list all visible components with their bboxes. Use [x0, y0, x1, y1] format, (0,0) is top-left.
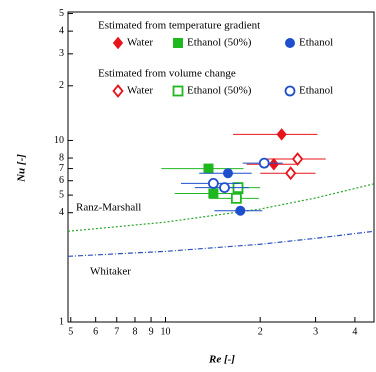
legend-group-title: Estimated from temperature gradient — [98, 20, 260, 32]
legend-label: Ethanol (50%) — [187, 37, 252, 49]
legend-marker — [284, 85, 296, 97]
legend-marker — [172, 85, 184, 97]
y-tick-label: 3 — [59, 48, 64, 59]
legend-marker — [112, 84, 124, 98]
data-point — [268, 157, 279, 171]
data-point — [203, 163, 214, 174]
y-tick-label: 1 — [59, 316, 64, 327]
y-tick-label: 2 — [59, 80, 64, 91]
legend-marker — [112, 36, 124, 50]
x-tick-label: 9 — [149, 326, 154, 337]
legend-label: Ethanol (50%) — [187, 85, 252, 97]
y-axis-label: Nu [-] — [16, 154, 28, 183]
x-tick-label: 2 — [258, 326, 263, 337]
data-point — [258, 157, 270, 169]
legend-label: Ethanol — [299, 37, 333, 49]
y-tick-label: 8 — [59, 152, 64, 163]
x-tick-label: 10 — [160, 326, 170, 337]
curve-label: Whitaker — [90, 266, 131, 278]
legend-group-title: Estimated from volume change — [98, 68, 236, 80]
y-tick-label: 4 — [59, 25, 64, 36]
legend-marker — [285, 38, 295, 48]
x-tick-label: 4 — [352, 326, 357, 337]
data-point — [291, 152, 304, 166]
model-curve — [67, 183, 375, 232]
data-point — [222, 168, 233, 179]
model-curve — [67, 230, 375, 257]
data-point — [219, 182, 230, 193]
data-point — [235, 205, 246, 216]
legend-label: Water — [127, 85, 153, 97]
data-point — [276, 128, 287, 141]
data-point — [208, 188, 219, 199]
x-tick-label: 6 — [93, 326, 98, 337]
y-tick-label: 6 — [59, 175, 64, 186]
legend-label: Water — [127, 37, 153, 49]
y-tick-label: 7 — [59, 163, 64, 174]
data-point — [230, 192, 242, 204]
plot-frame — [67, 11, 375, 323]
y-tick-label: 10 — [54, 135, 64, 146]
data-point — [207, 178, 219, 189]
x-tick-label: 5 — [68, 326, 73, 337]
curve-label: Ranz-Marshall — [76, 202, 141, 214]
y-tick-label: 5 — [59, 189, 64, 200]
y-tick-label: 5 — [59, 8, 64, 19]
x-tick-label: 7 — [114, 326, 119, 337]
data-point — [285, 166, 297, 181]
x-axis-label: Re [-] — [208, 354, 235, 366]
legend-marker — [173, 38, 183, 48]
legend-label: Ethanol — [299, 85, 333, 97]
y-tick-label: 4 — [59, 207, 64, 218]
x-tick-label: 3 — [313, 326, 318, 337]
x-tick-label: 8 — [132, 326, 137, 337]
